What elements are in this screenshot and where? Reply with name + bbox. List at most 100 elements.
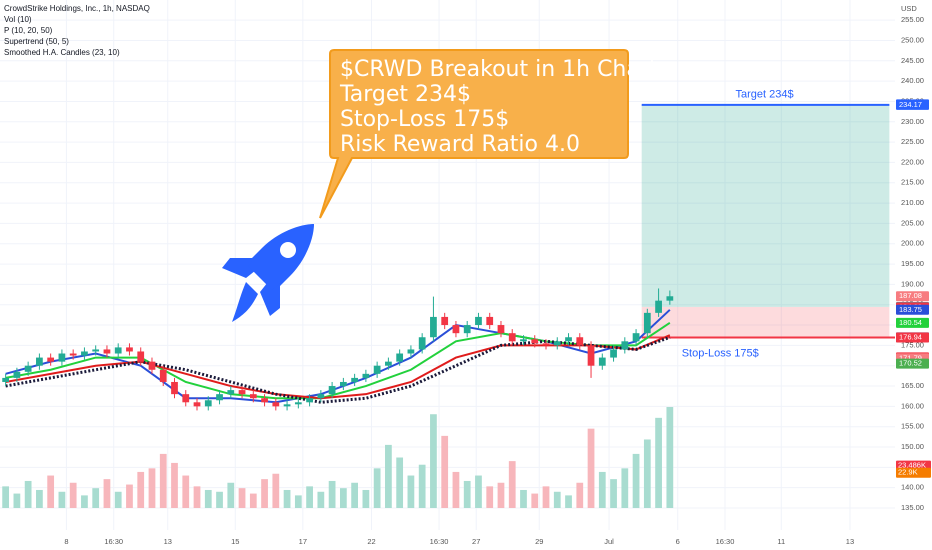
- price-tag: [896, 99, 929, 110]
- volume-bar: [486, 486, 494, 508]
- volume-bar: [137, 471, 145, 508]
- volume-bar: [148, 468, 156, 508]
- volume-bar: [542, 486, 550, 508]
- volume-bar: [497, 482, 505, 508]
- volume-bar: [238, 488, 246, 508]
- y-tick-label: 150.00: [901, 442, 924, 451]
- candle-body: [666, 296, 674, 301]
- candle-body: [553, 341, 561, 346]
- volume-bar: [47, 475, 55, 508]
- y-tick-label: 230.00: [901, 117, 924, 126]
- price-tag-label: 187.08: [899, 291, 922, 300]
- volume-bar: [339, 488, 347, 508]
- volume-bar: [204, 489, 212, 508]
- volume-bar: [227, 482, 235, 508]
- y-tick-label: 240.00: [901, 76, 924, 85]
- candle-body: [475, 316, 482, 326]
- volume-bar: [407, 475, 415, 508]
- callout-line: $CRWD Breakout in 1h Chart: [340, 57, 658, 82]
- axis-background: [895, 0, 932, 550]
- legend-item: Supertrend (50, 5): [4, 37, 69, 46]
- y-tick-label: 225.00: [901, 137, 924, 146]
- volume-bar: [81, 495, 88, 508]
- candle-body: [114, 347, 122, 354]
- candle-body: [193, 402, 201, 407]
- price-axis: 255.00250.00245.00240.00235.00230.00225.…: [64, 0, 932, 550]
- price-tag-label: 171.79: [899, 353, 922, 362]
- candle-body: [216, 394, 223, 401]
- candle-body: [441, 316, 449, 326]
- candle-body: [227, 390, 235, 395]
- candle-body: [632, 333, 640, 342]
- rocket-window: [280, 242, 296, 258]
- price-tag-label: 176.94: [899, 332, 922, 341]
- price-tag: [896, 291, 929, 302]
- volume-bar: [553, 491, 561, 508]
- volume-bar: [294, 495, 302, 508]
- x-tick-label: 16:30: [716, 537, 735, 546]
- y-tick-label: 160.00: [901, 401, 924, 410]
- price-tag: [896, 304, 929, 315]
- volume-bar: [632, 453, 640, 508]
- volume-bar: [362, 489, 370, 508]
- volume-bar: [114, 491, 122, 508]
- y-tick-label: 210.00: [901, 198, 924, 207]
- volume-bar: [508, 461, 516, 508]
- candle-body: [362, 373, 370, 378]
- candle-body: [137, 351, 145, 362]
- stop-zone: [641, 306, 890, 338]
- y-tick-label: 255.00: [901, 15, 924, 24]
- y-tick-label: 245.00: [901, 56, 924, 65]
- volume-bar: [69, 482, 77, 508]
- candle-body: [58, 353, 66, 362]
- volume-bar: [24, 480, 32, 508]
- volume-bar: [328, 480, 336, 508]
- candle-body: [463, 325, 471, 334]
- volume-bar: [126, 484, 133, 508]
- volume-bar: [430, 414, 437, 508]
- volume-bar: [598, 471, 606, 508]
- x-tick-label: 6: [676, 537, 680, 546]
- volume-bar: [655, 417, 662, 508]
- volume-bar: [58, 491, 66, 508]
- price-tag-label: 183.75: [899, 305, 922, 314]
- callout-line: Stop-Loss 175$: [340, 107, 509, 132]
- position-zones: Target 234$ Stop-Loss 175$: [641, 89, 895, 359]
- candle-body: [2, 377, 10, 382]
- volume-bar: [351, 482, 358, 508]
- legend-item: Vol (10): [4, 15, 32, 24]
- rocket-icon: [222, 224, 314, 322]
- volume-bar: [441, 435, 449, 508]
- callout-bubble: [319, 49, 629, 219]
- volume-bar: [418, 464, 426, 508]
- y-tick-label: 220.00: [901, 157, 924, 166]
- candle-body: [204, 400, 212, 407]
- rocket-body: [248, 224, 314, 290]
- volume-bar: [159, 453, 167, 508]
- target-zone: [641, 104, 890, 307]
- candle-body: [306, 398, 313, 403]
- candle-body: [430, 316, 437, 338]
- candle-body: [92, 349, 100, 352]
- candle-body: [294, 402, 302, 405]
- x-tick-label: 22: [367, 537, 375, 546]
- candle-body: [249, 394, 257, 399]
- candle-body: [47, 357, 55, 362]
- candle-body: [103, 349, 111, 354]
- x-tick-label: 13: [846, 537, 854, 546]
- volume-bar: [193, 486, 201, 508]
- candle-body: [655, 300, 662, 313]
- volume-bar: [2, 486, 10, 508]
- y-tick-label: 140.00: [901, 483, 924, 492]
- candle-body: [148, 361, 156, 370]
- y-tick-label: 175.00: [901, 340, 924, 349]
- legend-item: Smoothed H.A. Candles (23, 10): [4, 48, 120, 57]
- volume-bar: [587, 428, 595, 508]
- callout-line: Risk Reward Ratio 4.0: [340, 132, 580, 157]
- x-tick-label: 29: [535, 537, 543, 546]
- x-tick-label: 8: [64, 537, 68, 546]
- candle-body: [565, 337, 572, 342]
- candle-body: [317, 394, 325, 399]
- candle-body: [418, 337, 426, 350]
- volume-bar: [261, 479, 268, 508]
